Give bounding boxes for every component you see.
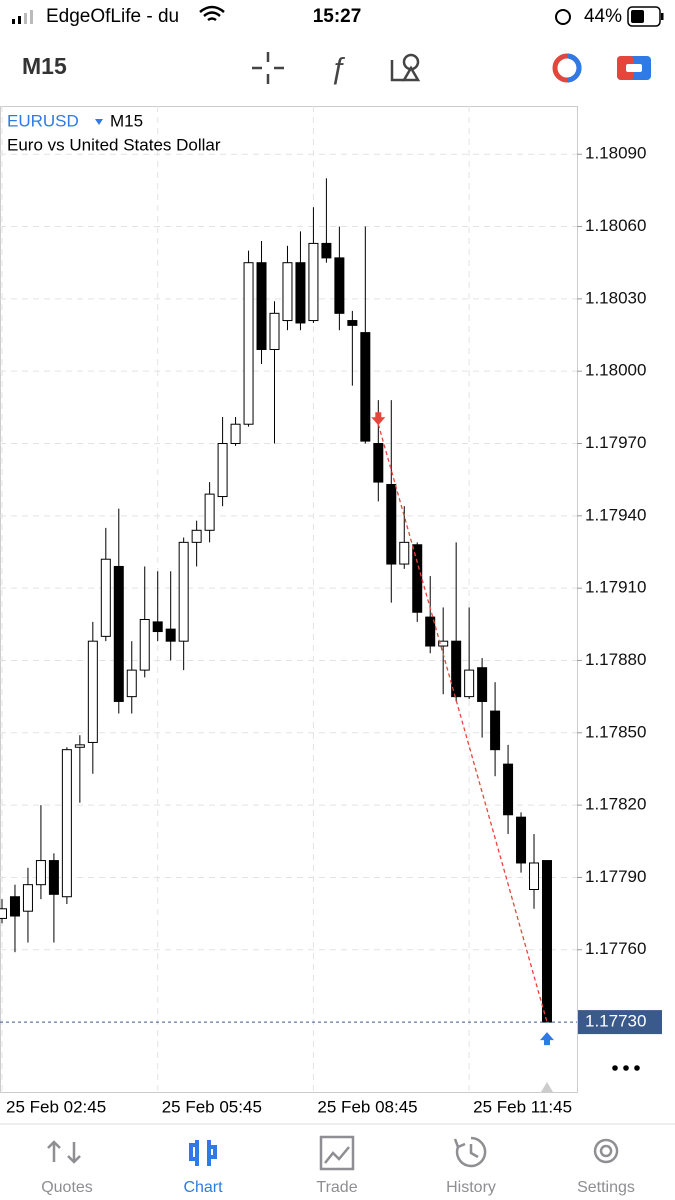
candle-body	[334, 257, 345, 314]
tab-icon	[189, 1140, 217, 1166]
y-tick-label: 1.18090	[585, 144, 646, 163]
trade-line	[377, 424, 548, 1023]
candle-body	[35, 860, 46, 886]
tab-icon	[453, 1136, 487, 1168]
candle-body	[22, 884, 33, 912]
candle-body	[438, 640, 449, 647]
price-label: 1.17730	[585, 1012, 646, 1031]
tab-icon	[47, 1140, 81, 1164]
tab-label[interactable]: History	[446, 1179, 496, 1196]
x-tick-label: 25 Feb 02:45	[6, 1097, 106, 1116]
chart	[0, 106, 577, 1092]
one-click-button[interactable]	[617, 56, 651, 80]
y-tick-label: 1.17790	[585, 867, 646, 886]
tab-label[interactable]: Chart	[183, 1179, 223, 1196]
battery-percent: 44%	[584, 6, 622, 27]
candle-body	[113, 565, 124, 702]
buy-arrow	[539, 1032, 554, 1046]
tab-icon	[319, 1135, 355, 1171]
chart-timeframe: M15	[110, 111, 143, 130]
candle-body	[490, 710, 501, 751]
sell-arrow	[371, 412, 386, 426]
candle-body	[503, 763, 514, 816]
candle-body	[217, 443, 228, 498]
scroll-marker	[541, 1082, 553, 1092]
more-button[interactable]	[612, 1065, 640, 1071]
candle-body	[451, 640, 462, 698]
tab-label[interactable]: Settings	[577, 1179, 635, 1196]
candle-body	[243, 262, 254, 425]
candle-body	[373, 443, 384, 483]
y-tick-label: 1.17820	[585, 795, 646, 814]
candle-body	[308, 242, 319, 322]
symbol-description: Euro vs United States Dollar	[7, 135, 221, 154]
candle-body	[256, 262, 267, 350]
candle-body	[541, 860, 552, 1023]
y-tick-label: 1.17910	[585, 578, 646, 597]
x-tick-label: 25 Feb 11:45	[473, 1097, 572, 1116]
y-tick-label: 1.18060	[585, 216, 646, 235]
crosshair-button[interactable]	[252, 52, 284, 84]
candle-body	[386, 483, 397, 565]
candle-body	[347, 320, 358, 326]
y-tick-label: 1.17970	[585, 433, 646, 452]
candle-body	[204, 493, 215, 531]
y-tick-label: 1.17760	[585, 939, 646, 958]
candle-body	[100, 558, 111, 637]
candle-body	[191, 529, 202, 543]
candle-body	[48, 860, 59, 895]
tab-icons	[47, 1135, 619, 1171]
candle-body	[399, 541, 410, 565]
clock: 15:27	[313, 6, 362, 27]
tab-label[interactable]: Quotes	[41, 1179, 93, 1196]
indicators-button[interactable]: ƒ	[330, 52, 347, 85]
candle-body	[139, 618, 150, 671]
y-tick-label: 1.17940	[585, 505, 646, 524]
chart-frame	[0, 106, 578, 1093]
candle-body	[360, 332, 371, 442]
candle-body	[412, 544, 423, 613]
candle-body	[269, 312, 280, 350]
y-tick-label: 1.18030	[585, 288, 646, 307]
rotation-lock-icon	[555, 9, 571, 25]
carrier: EdgeOfLife - du	[46, 6, 179, 27]
symbol[interactable]: EURUSD	[7, 111, 79, 130]
candle-body	[230, 423, 241, 445]
x-tick-label: 25 Feb 08:45	[317, 1097, 417, 1116]
candle-body	[425, 616, 436, 647]
y-tick-label: 1.17850	[585, 722, 646, 741]
candle-body	[9, 896, 20, 917]
candle-body	[126, 669, 137, 698]
candle-body	[87, 640, 98, 743]
tab-icon	[593, 1138, 619, 1164]
battery-icon	[627, 6, 664, 27]
objects-button[interactable]	[390, 53, 421, 82]
x-tick-label: 25 Feb 05:45	[162, 1097, 262, 1116]
signal-icon	[12, 10, 33, 24]
candle-body	[74, 744, 85, 748]
wifi-icon	[199, 5, 225, 22]
candle-body	[477, 667, 488, 702]
y-tick-label: 1.17880	[585, 650, 646, 669]
candle-body	[152, 621, 163, 633]
candle-body	[0, 908, 7, 919]
symbol-dropdown[interactable]	[95, 119, 103, 125]
candle-body	[178, 541, 189, 642]
candle-body	[165, 628, 176, 642]
candle-body	[321, 242, 332, 259]
candle-body	[464, 669, 475, 698]
candle-body	[61, 749, 72, 898]
candle-body	[516, 816, 527, 864]
candle-body	[529, 862, 540, 890]
y-tick-label: 1.18000	[585, 361, 646, 380]
candle-body	[295, 262, 306, 324]
tab-label[interactable]: Trade	[316, 1179, 357, 1196]
timeframe-button[interactable]: M15	[22, 53, 67, 79]
candle-body	[282, 262, 293, 322]
trade-button[interactable]	[552, 53, 582, 83]
price-label-box	[578, 1010, 662, 1035]
